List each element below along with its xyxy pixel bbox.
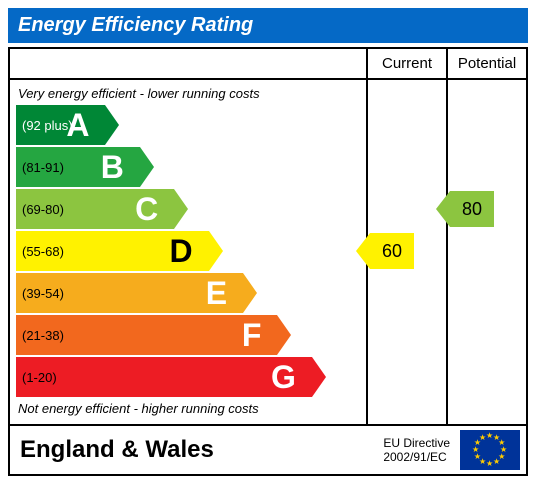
eu-flag-icon: ★★★★★★★★★★★★ <box>460 430 520 470</box>
pointer-arrow-icon <box>436 191 450 227</box>
band-arrow-icon <box>312 357 326 397</box>
band-range: (81-91) <box>16 160 64 175</box>
footer-directive: EU Directive 2002/91/EC <box>377 432 456 469</box>
band-letter: C <box>135 191 158 228</box>
potential-pointer: 80 <box>436 191 494 227</box>
rating-band-b: (81-91) B <box>16 147 140 187</box>
title-bar: Energy Efficiency Rating <box>8 8 528 43</box>
bands-column: Very energy efficient - lower running co… <box>10 80 366 424</box>
band-arrow-icon <box>140 147 154 187</box>
band-arrow-icon <box>209 231 223 271</box>
header-current: Current <box>366 49 446 78</box>
band-range: (1-20) <box>16 370 57 385</box>
eu-star-icon: ★ <box>486 459 493 468</box>
pointer-value: 60 <box>370 233 414 269</box>
band-letter: F <box>242 317 262 354</box>
band-letter: D <box>170 233 193 270</box>
rating-band-d: (55-68) D <box>16 231 209 271</box>
directive-line2: 2002/91/EC <box>383 450 450 464</box>
current-column: 60 <box>366 80 446 424</box>
caption-top: Very energy efficient - lower running co… <box>18 86 360 101</box>
band-arrow-icon <box>277 315 291 355</box>
band-range: (69-80) <box>16 202 64 217</box>
band-range: (55-68) <box>16 244 64 259</box>
footer-region: England & Wales <box>10 428 377 472</box>
band-range: (39-54) <box>16 286 64 301</box>
header-potential: Potential <box>446 49 526 78</box>
band-range: (21-38) <box>16 328 64 343</box>
current-pointer: 60 <box>356 233 414 269</box>
header-row: Current Potential <box>10 49 526 80</box>
rating-band-a: (92 plus)A <box>16 105 105 145</box>
rating-band-f: (21-38) F <box>16 315 277 355</box>
band-range: (92 plus) <box>16 118 73 133</box>
bands-container: (92 plus)A(81-91)B(69-80)C(55-68)D(39-54… <box>16 105 360 397</box>
rating-band-g: (1-20) G <box>16 357 312 397</box>
directive-line1: EU Directive <box>383 436 450 450</box>
footer-row: England & Wales EU Directive 2002/91/EC … <box>10 424 526 474</box>
eu-star-icon: ★ <box>479 433 486 442</box>
body-row: Very energy efficient - lower running co… <box>10 80 526 424</box>
rating-band-c: (69-80) C <box>16 189 174 229</box>
header-spacer <box>10 49 366 78</box>
band-arrow-icon <box>174 189 188 229</box>
pointer-arrow-icon <box>356 233 370 269</box>
band-arrow-icon <box>105 105 119 145</box>
band-arrow-icon <box>243 273 257 313</box>
band-letter: G <box>271 359 296 396</box>
band-letter: A <box>66 107 89 144</box>
rating-band-e: (39-54) E <box>16 273 243 313</box>
band-letter: E <box>206 275 227 312</box>
pointer-value: 80 <box>450 191 494 227</box>
eu-star-icon: ★ <box>493 457 500 466</box>
chart-box: Current Potential Very energy efficient … <box>8 47 528 476</box>
band-letter: B <box>101 149 124 186</box>
footer-flag: ★★★★★★★★★★★★ <box>456 426 526 474</box>
potential-column: 80 <box>446 80 526 424</box>
caption-bottom: Not energy efficient - higher running co… <box>18 401 360 416</box>
